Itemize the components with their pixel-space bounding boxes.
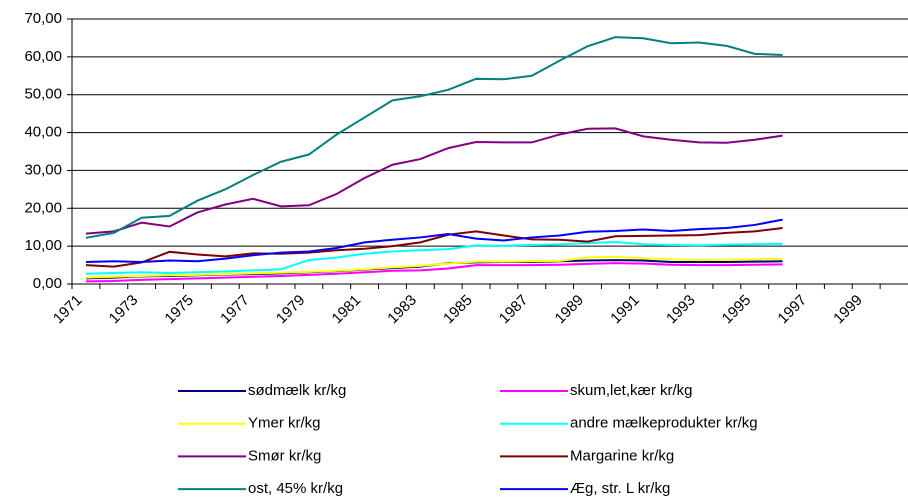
- x-tick-label: 1975: [161, 292, 197, 328]
- x-tick-label: 1999: [830, 292, 866, 328]
- legend-label: Margarine kr/kg: [570, 447, 674, 464]
- legend-label: Ymer kr/kg: [248, 415, 321, 432]
- x-tick-label: 1985: [440, 292, 476, 328]
- x-tick-label: 1973: [106, 292, 142, 328]
- y-tick-label: 20,00: [24, 199, 62, 216]
- legend-label: Smør kr/kg: [248, 447, 321, 464]
- x-tick-label: 1995: [719, 292, 755, 328]
- y-tick-label: 60,00: [24, 48, 62, 65]
- y-tick-label: 50,00: [24, 86, 62, 103]
- y-tick-label: 70,00: [24, 10, 62, 27]
- y-tick-label: 40,00: [24, 124, 62, 141]
- series-line: [85, 36, 783, 239]
- legend-label: Æg, str. L kr/kg: [570, 480, 670, 497]
- legend-label: ost, 45% kr/kg: [248, 480, 343, 497]
- x-tick-label: 1983: [384, 292, 420, 328]
- series-line: [85, 226, 783, 268]
- legend-label: sødmælk kr/kg: [248, 382, 346, 399]
- legend-label: skum,let,kær kr/kg: [570, 382, 693, 399]
- x-tick-label: 1989: [552, 292, 588, 328]
- x-tick-label: 1981: [329, 292, 365, 328]
- x-tick-label: 1991: [607, 292, 643, 328]
- series-line: [85, 240, 783, 275]
- series-line: [85, 255, 783, 279]
- x-tick-label: 1997: [774, 292, 810, 328]
- series-line: [85, 262, 783, 283]
- x-tick-label: 1993: [663, 292, 699, 328]
- x-tick-label: 1987: [496, 292, 532, 328]
- y-tick-label: 10,00: [24, 237, 62, 254]
- series-line: [85, 127, 783, 235]
- legend-label: andre mælkeprodukter kr/kg: [570, 415, 758, 432]
- x-tick-label: 1977: [217, 292, 253, 328]
- y-tick-label: 0,00: [33, 275, 62, 292]
- y-tick-label: 30,00: [24, 161, 62, 178]
- x-tick-label: 1979: [273, 292, 309, 328]
- x-tick-label: 1971: [50, 292, 86, 328]
- series-line: [85, 218, 783, 264]
